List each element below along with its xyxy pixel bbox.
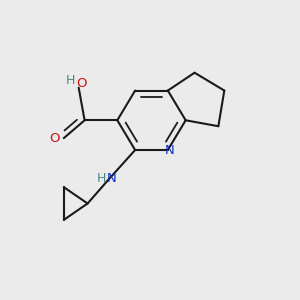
Text: H: H xyxy=(96,172,106,185)
Text: O: O xyxy=(76,76,87,90)
Text: O: O xyxy=(50,132,60,145)
Text: N: N xyxy=(106,172,116,185)
Text: N: N xyxy=(164,144,174,158)
Text: H: H xyxy=(66,74,75,87)
